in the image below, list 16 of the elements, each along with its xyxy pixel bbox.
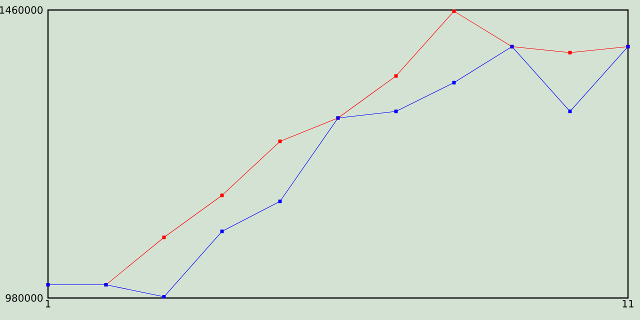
point: [452, 80, 456, 84]
point: [394, 74, 398, 78]
y-tick-label: 1460000: [0, 6, 43, 14]
point: [278, 200, 282, 204]
point: [220, 194, 224, 198]
point: [394, 110, 398, 114]
point: [162, 295, 166, 299]
point: [220, 230, 224, 234]
point: [162, 236, 166, 240]
point: [452, 9, 456, 13]
x-tick-label: 11: [622, 300, 634, 308]
point: [568, 110, 572, 114]
x-tick-label: 1: [46, 300, 50, 308]
point: [568, 50, 572, 54]
point: [278, 140, 282, 144]
y-tick-label: 980000: [6, 294, 43, 302]
